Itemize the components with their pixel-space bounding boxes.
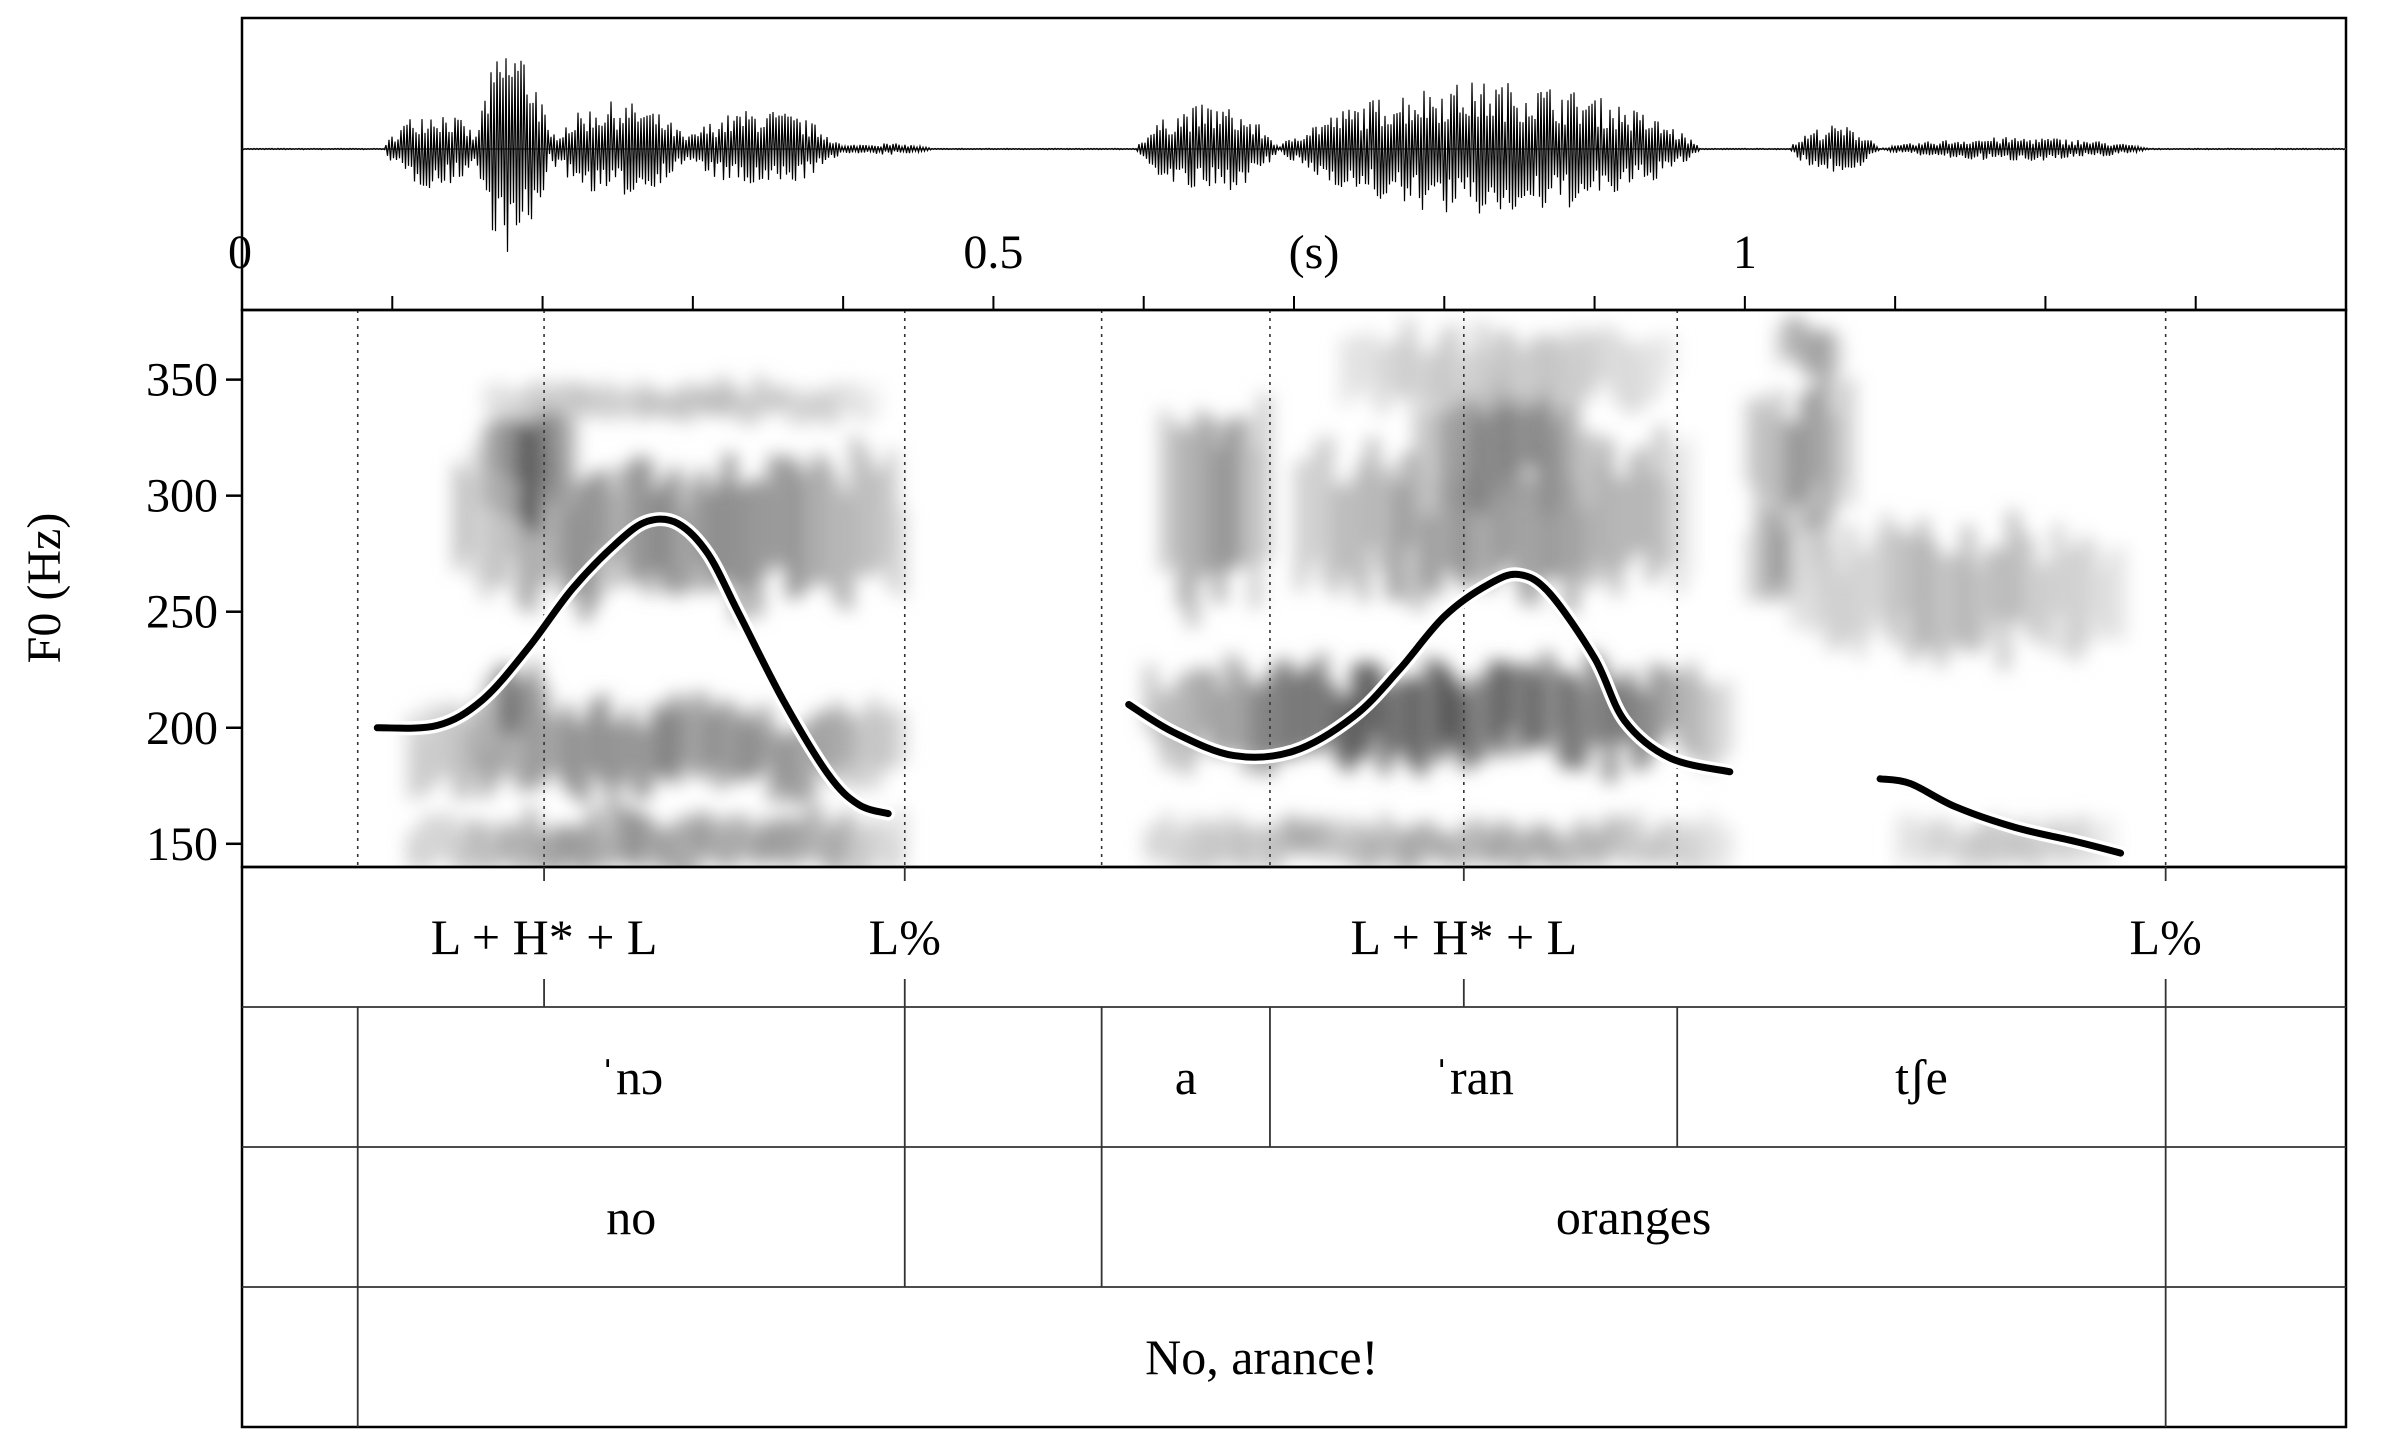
f0-tick-label: 300 [146, 470, 218, 523]
waveform-panel: 0 0.5 1 (s) [228, 16, 2348, 312]
interval-label: a [1175, 1049, 1197, 1105]
pitch-line [1125, 570, 1734, 776]
tone-label: L + H* + L [431, 909, 658, 965]
annotation-tiers: L + H* + L L% L + H* + L L% ˈnɔ a ˈran tʃe no ora… [356, 867, 2202, 1427]
time-axis: 0 0.5 1 [228, 226, 2347, 310]
interval-label: no [606, 1189, 656, 1245]
interval-boundary-lines [356, 310, 2167, 867]
textgrid: L + H* + L L% L + H* + L L% ˈnɔ a ˈran tʃe no ora… [240, 865, 2348, 1429]
pitch-contour [370, 512, 2128, 861]
time-axis-label: (s) [1289, 226, 1340, 279]
interval-label: tʃe [1895, 1049, 1948, 1105]
spectrogram-panel: 150 200 250 300 350 F0 (Hz) [18, 308, 2348, 871]
f0-axis: 150 200 250 300 350 [146, 354, 242, 871]
time-tick-label: 0 [228, 226, 252, 279]
f0-tick-label: 150 [146, 818, 218, 871]
time-tick-label: 1 [1733, 226, 1757, 279]
f0-tick-label: 250 [146, 586, 218, 639]
spectrogram [407, 316, 2128, 867]
f0-tick-label: 200 [146, 702, 218, 755]
interval-label: oranges [1556, 1189, 1712, 1245]
tone-label: L% [2130, 909, 2202, 965]
tone-label: L + H* + L [1350, 909, 1577, 965]
interval-label: ˈran [1433, 1049, 1514, 1105]
pitch-line [1876, 775, 2125, 857]
time-tick-label: 0.5 [963, 226, 1023, 279]
interval-label: No, arance! [1145, 1329, 1378, 1385]
f0-tick-label: 350 [146, 354, 218, 407]
pitch-line [373, 515, 892, 818]
tone-label: L% [869, 909, 941, 965]
f0-axis-label: F0 (Hz) [18, 513, 71, 664]
waveform-trace [241, 58, 2346, 252]
interval-label: ˈnɔ [599, 1049, 663, 1105]
